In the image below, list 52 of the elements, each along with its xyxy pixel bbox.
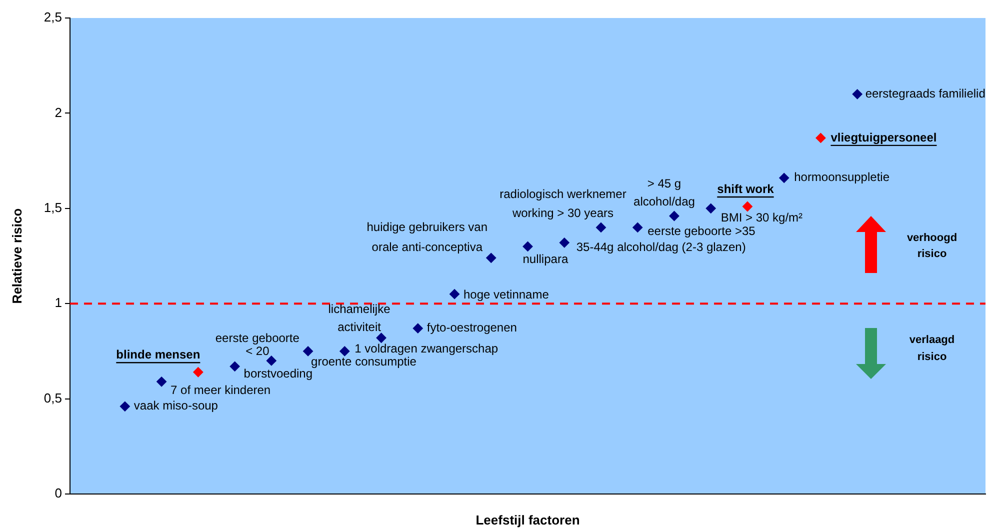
annotation: verlaagd risico	[909, 334, 955, 364]
series-label: BMI > 30 kg/m²	[720, 210, 803, 225]
point	[852, 89, 862, 100]
point	[779, 172, 790, 183]
point	[816, 132, 826, 143]
series-label: > 45 g alcohol/dag	[634, 176, 695, 208]
point	[412, 323, 423, 334]
series-label: groente consumptie	[311, 354, 417, 369]
series-label: eerste geboorte < 20	[215, 331, 300, 358]
series-label: nullipara	[522, 252, 568, 266]
series-label: 1 voldragen zwangerschap	[354, 342, 498, 356]
series-label: shift work	[717, 182, 774, 196]
y-axis-title: Relatieve risico	[10, 208, 25, 304]
point	[193, 367, 204, 378]
point	[559, 238, 570, 248]
series-label: fyto-oestrogenen	[426, 320, 517, 335]
series-label: vliegtuigpersoneel	[830, 130, 937, 144]
series-label: hoge vetinname	[464, 287, 550, 302]
series-label: radiologisch werknemer working > 30 years	[500, 186, 626, 220]
point	[120, 401, 130, 412]
point	[486, 252, 496, 263]
point	[706, 203, 716, 214]
series-label: hormoonsuppletie	[794, 170, 890, 184]
point	[450, 289, 460, 300]
y-tick-label: 0	[54, 486, 62, 501]
series-label: blinde mensen	[116, 347, 200, 362]
y-tick-label: 1,5	[44, 200, 62, 215]
y-tick-label: 2,5	[44, 10, 62, 25]
series-label: 7 of meer kinderen	[170, 382, 271, 397]
series-label: 35-44g alcohol/dag (2-3 glazen)	[576, 240, 746, 254]
point	[376, 332, 386, 343]
point	[266, 356, 276, 366]
point	[156, 376, 167, 387]
y-tick-label: 0,5	[44, 390, 62, 406]
point	[303, 346, 314, 356]
point	[340, 346, 350, 356]
point	[742, 201, 752, 212]
series-label: borstvoeding	[244, 366, 313, 381]
y-tick-label: 2	[54, 104, 62, 120]
point	[669, 211, 680, 222]
point	[596, 222, 606, 232]
series-label: vaak miso-soup	[134, 398, 218, 413]
y-tick-label: 1	[54, 295, 62, 310]
point	[522, 241, 533, 252]
x-axis-title: Leefstijl factoren	[476, 512, 580, 528]
series-label: lichamelijke activiteit	[328, 302, 391, 334]
series-label: eerstegraads familielid	[865, 86, 986, 100]
series-label: eerste geboorte >35	[648, 224, 756, 238]
point	[230, 361, 240, 372]
annotation: verhoogd risico	[906, 232, 958, 260]
point	[632, 222, 643, 232]
series-label: huidige gebruikers van orale anti-conceptiva	[366, 220, 488, 254]
